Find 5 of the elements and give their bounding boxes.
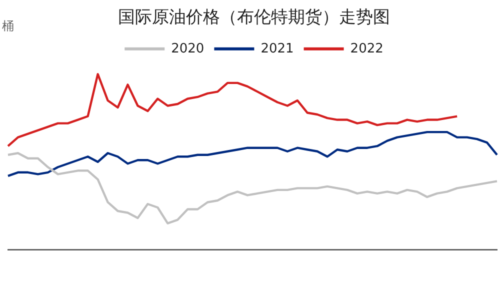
chart-title: 国际原油价格（布伦特期货）走势图	[118, 8, 390, 28]
y-axis-title: 桶	[2, 18, 14, 35]
legend-label: 2022	[350, 41, 384, 56]
legend-label: 2021	[260, 41, 294, 56]
legend-label: 2020	[171, 41, 204, 56]
